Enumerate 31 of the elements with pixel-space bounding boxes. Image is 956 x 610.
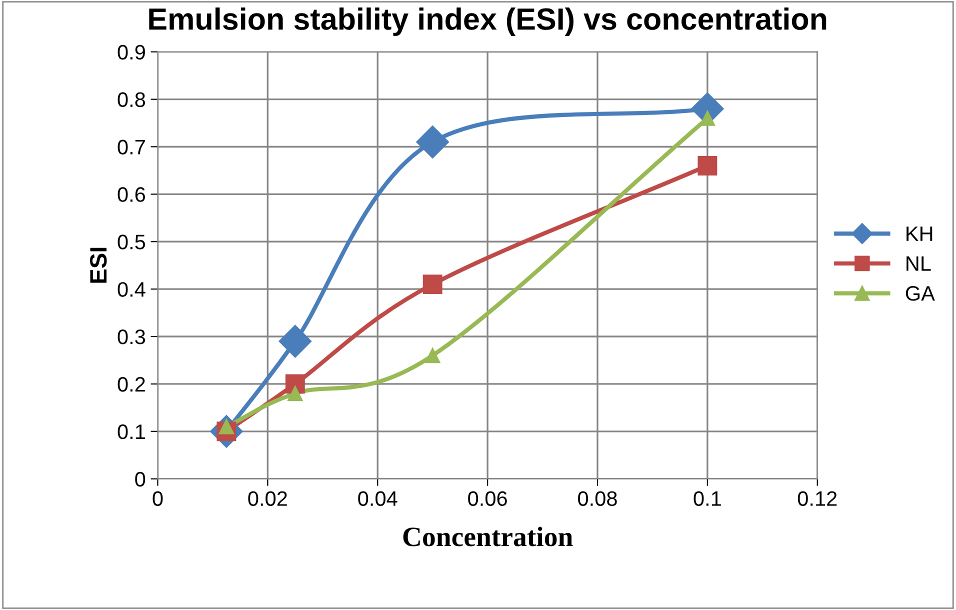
y-tick-label: 0.4 (118, 282, 146, 297)
point (285, 374, 305, 394)
point (278, 324, 312, 358)
point (700, 110, 716, 126)
y-tick-label: 0.2 (118, 376, 145, 392)
point (422, 274, 442, 294)
x-tick-label: 0.04 (358, 491, 398, 506)
point (288, 386, 303, 402)
point (424, 348, 440, 364)
y-tick-label: 0.5 (118, 234, 146, 250)
x-tick-label: 0.02 (248, 491, 287, 506)
y-tick-label: 0.7 (118, 140, 145, 154)
x-axis-title: Concentration (403, 526, 573, 546)
point (416, 126, 449, 158)
y-axis-title: ESI (90, 248, 107, 283)
chart-title: Emulsion stability index (ESI) vs concentration (149, 7, 826, 36)
legend-label: GA (906, 286, 935, 301)
legend-label: NL (906, 256, 931, 271)
y-tick-label: 0.6 (118, 187, 146, 202)
x-tick-label: 0.12 (798, 491, 837, 506)
x-tick-label: 0.08 (578, 491, 617, 506)
point (698, 156, 718, 176)
y-tick-label: 0.9 (118, 44, 145, 60)
x-tick-label: 0.1 (694, 491, 721, 506)
legend-label: KH (906, 226, 932, 241)
y-tick-label: 0.1 (118, 424, 145, 440)
x-tick-label: 0 (152, 491, 163, 506)
y-tick-label: 0 (135, 472, 146, 487)
y-tick-label: 0.3 (118, 330, 146, 344)
y-tick-label: 0.8 (118, 92, 146, 108)
x-tick-label: 0.06 (468, 491, 507, 506)
